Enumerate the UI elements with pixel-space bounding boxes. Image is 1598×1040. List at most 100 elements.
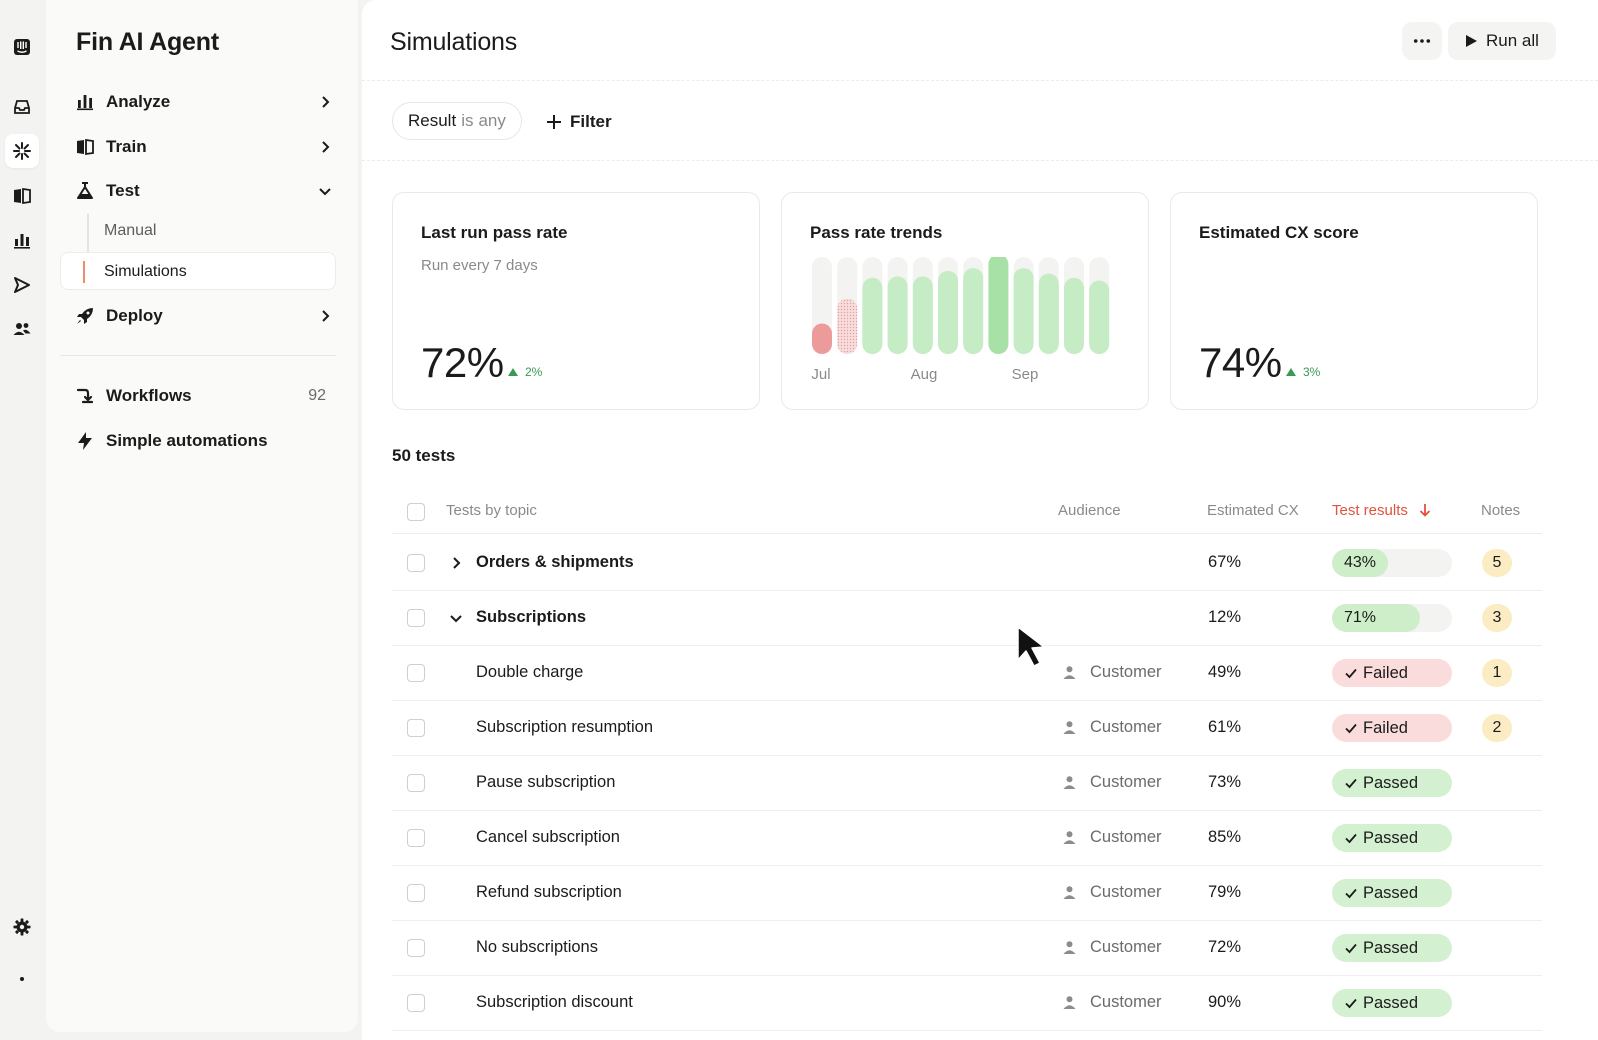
table-row[interactable]: Cancel subscription Customer 85% Passed bbox=[392, 811, 1542, 866]
nav-item-label: Train bbox=[106, 137, 147, 156]
select-all-checkbox[interactable] bbox=[407, 503, 425, 521]
contacts-icon[interactable] bbox=[5, 312, 39, 346]
table-row[interactable]: No subscriptions Customer 72% Passed bbox=[392, 921, 1542, 976]
result-progress-bar: 43% bbox=[1332, 549, 1452, 577]
pass-rate-delta: 2% bbox=[507, 365, 542, 379]
nav-item-test[interactable]: Test bbox=[74, 176, 334, 206]
table-group-row[interactable]: Orders & shipments 67% 43% 5 bbox=[392, 536, 1542, 591]
nav-item-simple-automations[interactable]: Simple automations bbox=[74, 426, 334, 456]
trend-bar-11[interactable] bbox=[1064, 277, 1084, 354]
trend-bar-4[interactable] bbox=[887, 276, 908, 354]
row-checkbox[interactable] bbox=[407, 719, 425, 737]
fin-agent-icon[interactable] bbox=[5, 134, 39, 168]
result-progress-bar: 71% bbox=[1332, 604, 1452, 632]
notes-badge[interactable]: 3 bbox=[1482, 604, 1512, 632]
book-icon[interactable] bbox=[5, 179, 39, 213]
status-badge[interactable]: Passed bbox=[1332, 769, 1452, 797]
filter-value: any bbox=[478, 111, 506, 130]
table-row[interactable]: Subscription resumption Customer 61% Failed… bbox=[392, 701, 1542, 756]
row-checkbox[interactable] bbox=[407, 884, 425, 902]
trend-bar-3[interactable] bbox=[862, 277, 883, 354]
trend-bar-8[interactable] bbox=[988, 257, 1009, 354]
workflow-icon bbox=[74, 385, 96, 407]
run-all-button[interactable]: Run all bbox=[1448, 22, 1556, 60]
nav-item-label: Simple automations bbox=[106, 431, 268, 450]
row-audience: Customer bbox=[1062, 773, 1162, 792]
row-audience: Customer bbox=[1062, 828, 1162, 847]
status-badge[interactable]: Failed bbox=[1332, 659, 1452, 687]
table-row[interactable]: Double charge Customer 49% Failed 1 bbox=[392, 646, 1542, 701]
nav-item-train[interactable]: Train bbox=[74, 132, 334, 162]
run-all-label: Run all bbox=[1486, 31, 1539, 50]
status-label: Passed bbox=[1363, 828, 1419, 847]
inbox-icon[interactable] bbox=[5, 90, 39, 124]
audience-label: Customer bbox=[1090, 663, 1162, 681]
status-badge[interactable]: Passed bbox=[1332, 824, 1452, 852]
notes-badge[interactable]: 2 bbox=[1482, 714, 1512, 742]
col-audience[interactable]: Audience bbox=[1058, 502, 1121, 519]
row-topic: Orders & shipments bbox=[476, 553, 634, 571]
chevron-right-icon bbox=[322, 141, 330, 153]
status-badge[interactable]: Passed bbox=[1332, 934, 1452, 962]
outbound-icon[interactable] bbox=[5, 268, 39, 302]
person-icon bbox=[1063, 831, 1076, 844]
nav-title: Fin AI Agent bbox=[76, 28, 219, 56]
col-notes[interactable]: Notes bbox=[1481, 502, 1521, 519]
add-filter-label: Filter bbox=[570, 112, 612, 131]
x-tick-label: Aug bbox=[911, 366, 938, 383]
trend-bar-2[interactable] bbox=[837, 298, 858, 354]
chevron-right-icon[interactable] bbox=[448, 555, 464, 571]
trend-bar-12[interactable] bbox=[1089, 280, 1110, 354]
row-checkbox[interactable] bbox=[407, 829, 425, 847]
col-estimated-cx[interactable]: Estimated CX bbox=[1207, 502, 1299, 519]
book-icon bbox=[74, 136, 96, 158]
table-row[interactable]: Refund subscription Customer 79% Passed bbox=[392, 866, 1542, 921]
table-row[interactable]: Subscription discount Customer 90% Passed bbox=[392, 976, 1542, 1031]
result-filter-pill[interactable]: Result is any bbox=[392, 102, 522, 140]
arrow-down-icon bbox=[1419, 504, 1430, 517]
notes-badge[interactable]: 5 bbox=[1482, 549, 1512, 577]
sub-nav-simulations[interactable]: Simulations bbox=[60, 252, 336, 290]
trend-bar-6[interactable] bbox=[938, 270, 958, 354]
nav-item-deploy[interactable]: Deploy bbox=[74, 301, 334, 331]
row-topic: Subscription discount bbox=[476, 993, 633, 1011]
trend-bar-7[interactable] bbox=[963, 268, 984, 354]
nav-panel: Fin AI Agent Analyze Train Test Manual S… bbox=[46, 0, 358, 1032]
notes-badge[interactable]: 1 bbox=[1482, 659, 1512, 687]
col-test-results[interactable]: Test results bbox=[1332, 502, 1432, 519]
chevron-down-icon[interactable] bbox=[448, 610, 464, 626]
trend-bar-1[interactable] bbox=[812, 323, 832, 354]
row-checkbox[interactable] bbox=[407, 664, 425, 682]
rocket-icon bbox=[74, 305, 96, 327]
audience-label: Customer bbox=[1090, 718, 1162, 736]
row-checkbox[interactable] bbox=[407, 554, 425, 572]
app-logo-icon[interactable] bbox=[5, 30, 39, 64]
nav-item-analyze[interactable]: Analyze bbox=[74, 87, 334, 117]
status-label: Failed bbox=[1363, 718, 1408, 737]
table-row[interactable]: Pause subscription Customer 73% Passed bbox=[392, 756, 1542, 811]
add-filter-button[interactable]: Filter bbox=[546, 108, 612, 136]
delta-value: 3% bbox=[1303, 365, 1321, 379]
row-checkbox[interactable] bbox=[407, 994, 425, 1012]
card-title: Last run pass rate bbox=[421, 223, 568, 242]
row-checkbox[interactable] bbox=[407, 774, 425, 792]
trend-bar-9[interactable] bbox=[1013, 268, 1034, 354]
more-options-button[interactable] bbox=[1402, 22, 1442, 60]
sub-nav-manual[interactable]: Manual bbox=[104, 222, 157, 239]
cx-score-card: Estimated CX score 74% 3% bbox=[1170, 192, 1538, 410]
row-topic: Cancel subscription bbox=[476, 828, 620, 846]
status-badge[interactable]: Passed bbox=[1332, 989, 1452, 1017]
nav-item-workflows[interactable]: Workflows 92 bbox=[74, 381, 334, 411]
trend-bar-10[interactable] bbox=[1038, 273, 1059, 354]
row-checkbox[interactable] bbox=[407, 609, 425, 627]
col-tests-by-topic[interactable]: Tests by topic bbox=[446, 502, 537, 519]
reports-icon[interactable] bbox=[5, 223, 39, 257]
row-estimated-cx: 72% bbox=[1208, 938, 1242, 956]
status-badge[interactable]: Failed bbox=[1332, 714, 1452, 742]
status-label: Passed bbox=[1363, 938, 1419, 957]
table-group-row[interactable]: Subscriptions 12% 71% 3 bbox=[392, 591, 1542, 646]
trend-bar-5[interactable] bbox=[912, 276, 933, 354]
status-badge[interactable]: Passed bbox=[1332, 879, 1452, 907]
row-checkbox[interactable] bbox=[407, 939, 425, 957]
settings-gear-icon[interactable] bbox=[5, 910, 39, 944]
